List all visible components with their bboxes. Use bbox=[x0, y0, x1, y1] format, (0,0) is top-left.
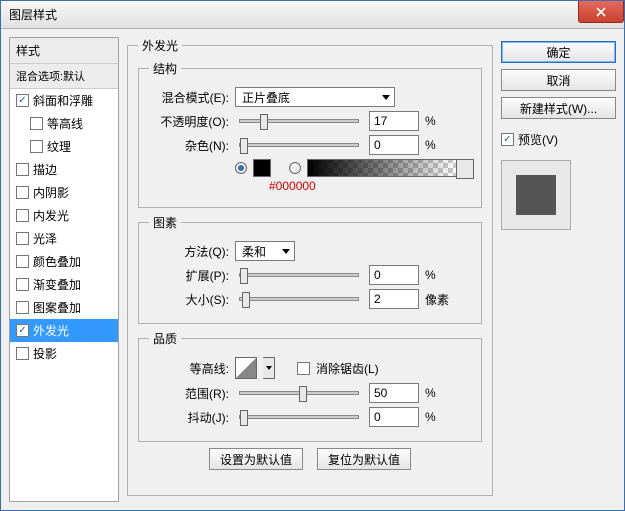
contour-swatch[interactable] bbox=[235, 357, 257, 379]
preview-box bbox=[501, 160, 571, 230]
technique-select[interactable]: 柔和 bbox=[235, 241, 295, 261]
antialias-checkbox[interactable] bbox=[297, 362, 310, 375]
style-item[interactable]: 光泽 bbox=[10, 227, 118, 250]
size-input[interactable]: 2 bbox=[369, 289, 419, 309]
size-label: 大小(S): bbox=[149, 291, 229, 308]
style-item-label: 描边 bbox=[33, 161, 57, 178]
gradient-radio[interactable] bbox=[289, 162, 301, 174]
elements-group: 图素 方法(Q): 柔和 扩展(P): 0 % 大小(S): 2 bbox=[138, 214, 482, 324]
style-item-label: 光泽 bbox=[33, 230, 57, 247]
new-style-button[interactable]: 新建样式(W)... bbox=[501, 97, 616, 119]
style-item-label: 渐变叠加 bbox=[33, 276, 81, 293]
spread-input[interactable]: 0 bbox=[369, 265, 419, 285]
style-checkbox[interactable] bbox=[16, 278, 29, 291]
style-checkbox[interactable] bbox=[30, 140, 43, 153]
reset-default-button[interactable]: 复位为默认值 bbox=[317, 448, 411, 470]
title-bar: 图层样式 bbox=[1, 1, 624, 29]
quality-legend: 品质 bbox=[149, 330, 181, 347]
style-checkbox[interactable] bbox=[16, 232, 29, 245]
preview-label: 预览(V) bbox=[518, 131, 558, 148]
style-item[interactable]: 投影 bbox=[10, 342, 118, 365]
opacity-unit: % bbox=[425, 114, 455, 128]
style-item-label: 内发光 bbox=[33, 207, 69, 224]
blend-mode-select[interactable]: 正片叠底 bbox=[235, 87, 395, 107]
structure-legend: 结构 bbox=[149, 60, 181, 77]
contour-dropdown[interactable] bbox=[263, 357, 275, 379]
spread-unit: % bbox=[425, 268, 455, 282]
style-item-label: 斜面和浮雕 bbox=[33, 92, 93, 109]
style-checkbox[interactable] bbox=[16, 301, 29, 314]
style-item-label: 投影 bbox=[33, 345, 57, 362]
size-slider[interactable] bbox=[239, 297, 359, 301]
close-button[interactable] bbox=[578, 1, 624, 23]
hex-readout: #000000 bbox=[269, 179, 316, 193]
style-item-label: 外发光 bbox=[33, 322, 69, 339]
style-checkbox[interactable] bbox=[16, 255, 29, 268]
style-item-label: 颜色叠加 bbox=[33, 253, 81, 270]
style-item[interactable]: 内阴影 bbox=[10, 181, 118, 204]
style-checkbox[interactable] bbox=[16, 186, 29, 199]
make-default-button[interactable]: 设置为默认值 bbox=[209, 448, 303, 470]
spread-slider[interactable] bbox=[239, 273, 359, 277]
noise-label: 杂色(N): bbox=[149, 137, 229, 154]
opacity-slider[interactable] bbox=[239, 119, 359, 123]
cancel-button[interactable]: 取消 bbox=[501, 69, 616, 91]
style-item[interactable]: 描边 bbox=[10, 158, 118, 181]
opacity-label: 不透明度(O): bbox=[149, 113, 229, 130]
style-item-label: 内阴影 bbox=[33, 184, 69, 201]
style-item[interactable]: 斜面和浮雕 bbox=[10, 89, 118, 112]
jitter-label: 抖动(J): bbox=[149, 409, 229, 426]
outer-glow-fieldset: 外发光 结构 混合模式(E): 正片叠底 不透明度(O): 17 % 杂色(N) bbox=[127, 37, 493, 496]
range-input[interactable]: 50 bbox=[369, 383, 419, 403]
noise-input[interactable]: 0 bbox=[369, 135, 419, 155]
style-checkbox[interactable] bbox=[16, 94, 29, 107]
noise-slider[interactable] bbox=[239, 143, 359, 147]
style-checkbox[interactable] bbox=[16, 347, 29, 360]
range-slider[interactable] bbox=[239, 391, 359, 395]
window-title: 图层样式 bbox=[9, 6, 57, 23]
close-icon bbox=[596, 7, 606, 17]
ok-button[interactable]: 确定 bbox=[501, 41, 616, 63]
panel-title: 外发光 bbox=[138, 37, 182, 54]
contour-label: 等高线: bbox=[149, 360, 229, 377]
gradient-picker[interactable] bbox=[307, 159, 457, 177]
color-radio[interactable] bbox=[235, 162, 247, 174]
style-item[interactable]: 等高线 bbox=[10, 112, 118, 135]
style-item[interactable]: 纹理 bbox=[10, 135, 118, 158]
style-item[interactable]: 图案叠加 bbox=[10, 296, 118, 319]
style-item-label: 等高线 bbox=[47, 115, 83, 132]
blend-mode-label: 混合模式(E): bbox=[149, 89, 229, 106]
styles-list: 样式 混合选项:默认 斜面和浮雕等高线纹理描边内阴影内发光光泽颜色叠加渐变叠加图… bbox=[9, 37, 119, 502]
style-item[interactable]: 渐变叠加 bbox=[10, 273, 118, 296]
style-checkbox[interactable] bbox=[16, 209, 29, 222]
layer-style-dialog: 图层样式 样式 混合选项:默认 斜面和浮雕等高线纹理描边内阴影内发光光泽颜色叠加… bbox=[0, 0, 625, 511]
style-item[interactable]: 内发光 bbox=[10, 204, 118, 227]
opacity-input[interactable]: 17 bbox=[369, 111, 419, 131]
right-column: 确定 取消 新建样式(W)... 预览(V) bbox=[501, 37, 616, 502]
style-item-label: 纹理 bbox=[47, 138, 71, 155]
style-checkbox[interactable] bbox=[30, 117, 43, 130]
jitter-slider[interactable] bbox=[239, 415, 359, 419]
style-checkbox[interactable] bbox=[16, 163, 29, 176]
style-checkbox[interactable] bbox=[16, 324, 29, 337]
jitter-input[interactable]: 0 bbox=[369, 407, 419, 427]
color-swatch[interactable] bbox=[253, 159, 271, 177]
technique-label: 方法(Q): bbox=[149, 243, 229, 260]
spread-label: 扩展(P): bbox=[149, 267, 229, 284]
range-label: 范围(R): bbox=[149, 385, 229, 402]
noise-unit: % bbox=[425, 138, 455, 152]
jitter-unit: % bbox=[425, 410, 455, 424]
antialias-label: 消除锯齿(L) bbox=[316, 360, 379, 377]
styles-header: 样式 bbox=[10, 38, 118, 64]
style-item[interactable]: 外发光 bbox=[10, 319, 118, 342]
preview-checkbox[interactable] bbox=[501, 133, 514, 146]
style-item-label: 图案叠加 bbox=[33, 299, 81, 316]
quality-group: 品质 等高线: 消除锯齿(L) 范围(R): 50 % bbox=[138, 330, 482, 442]
structure-group: 结构 混合模式(E): 正片叠底 不透明度(O): 17 % 杂色(N): bbox=[138, 60, 482, 208]
range-unit: % bbox=[425, 386, 455, 400]
blending-options[interactable]: 混合选项:默认 bbox=[10, 64, 118, 89]
elements-legend: 图素 bbox=[149, 214, 181, 231]
style-item[interactable]: 颜色叠加 bbox=[10, 250, 118, 273]
size-unit: 像素 bbox=[425, 291, 455, 308]
